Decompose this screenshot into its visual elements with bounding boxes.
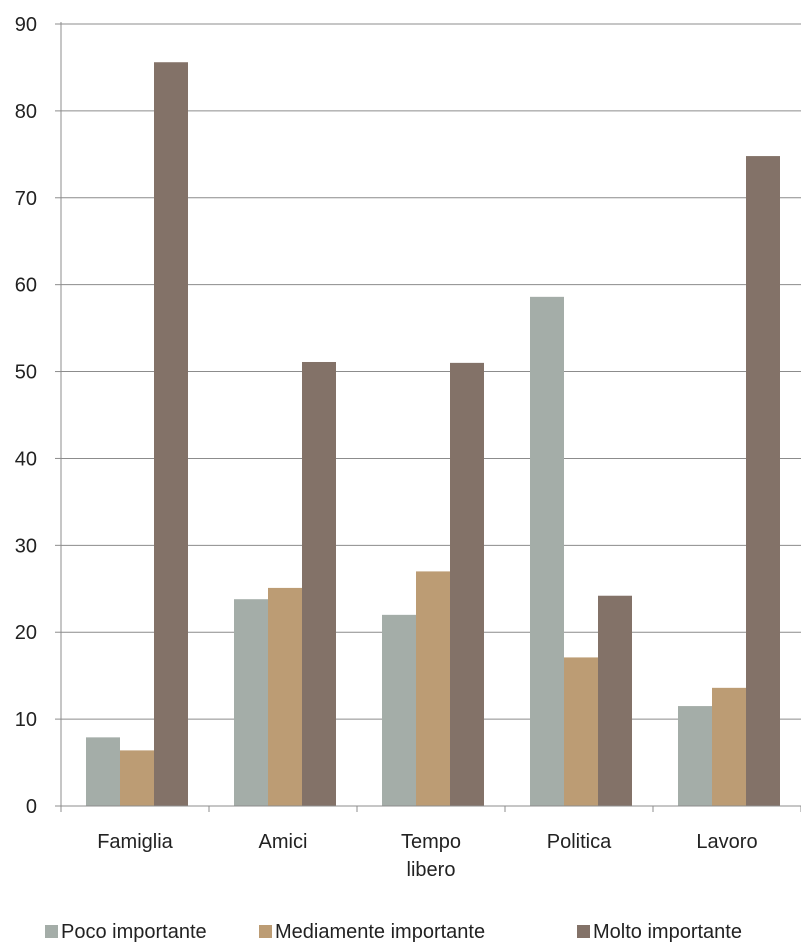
y-tick-label: 30 <box>15 535 37 557</box>
legend-swatch <box>259 925 272 938</box>
x-tick-label: Famiglia <box>97 831 173 853</box>
bar <box>450 362 484 806</box>
y-tick-label: 0 <box>26 796 37 818</box>
x-tick-label: Amici <box>259 831 308 853</box>
bar <box>234 599 268 806</box>
legend-swatch <box>45 925 58 938</box>
bar <box>382 614 416 806</box>
bar <box>120 750 154 806</box>
bar <box>678 706 712 806</box>
legend-label: Poco importante <box>61 921 207 943</box>
y-tick-label: 10 <box>15 709 37 731</box>
legend: Poco importante Mediamente importante Molt… <box>45 921 742 943</box>
y-axis-tick-labels: 0 10 20 30 40 50 60 70 80 90 <box>15 14 37 818</box>
bar <box>416 571 450 806</box>
bars <box>86 62 780 807</box>
y-tick-label: 80 <box>15 101 37 123</box>
y-tick-label: 70 <box>15 188 37 210</box>
x-tick-label: Tempo <box>401 831 461 853</box>
bar <box>564 657 598 806</box>
legend-swatch <box>577 925 590 938</box>
bar <box>86 737 120 806</box>
x-tick-label: libero <box>407 859 456 881</box>
bar <box>154 62 188 807</box>
y-tick-label: 40 <box>15 448 37 470</box>
legend-label: Molto importante <box>593 921 742 943</box>
bar <box>530 296 564 806</box>
x-tick-label: Politica <box>547 831 612 853</box>
y-tick-label: 50 <box>15 362 37 384</box>
bar <box>598 595 632 806</box>
y-tick-label: 90 <box>15 14 37 36</box>
legend-label: Mediamente importante <box>275 921 485 943</box>
bar <box>746 156 780 806</box>
x-axis-tick-labels: Famiglia Amici Tempo libero Politica Lavoro <box>97 831 757 881</box>
y-tick-label: 20 <box>15 622 37 644</box>
axes <box>55 22 801 812</box>
bar <box>712 687 746 806</box>
y-tick-label: 60 <box>15 275 37 297</box>
x-tick-label: Lavoro <box>696 831 757 853</box>
bar <box>302 361 336 806</box>
bar <box>268 587 302 806</box>
